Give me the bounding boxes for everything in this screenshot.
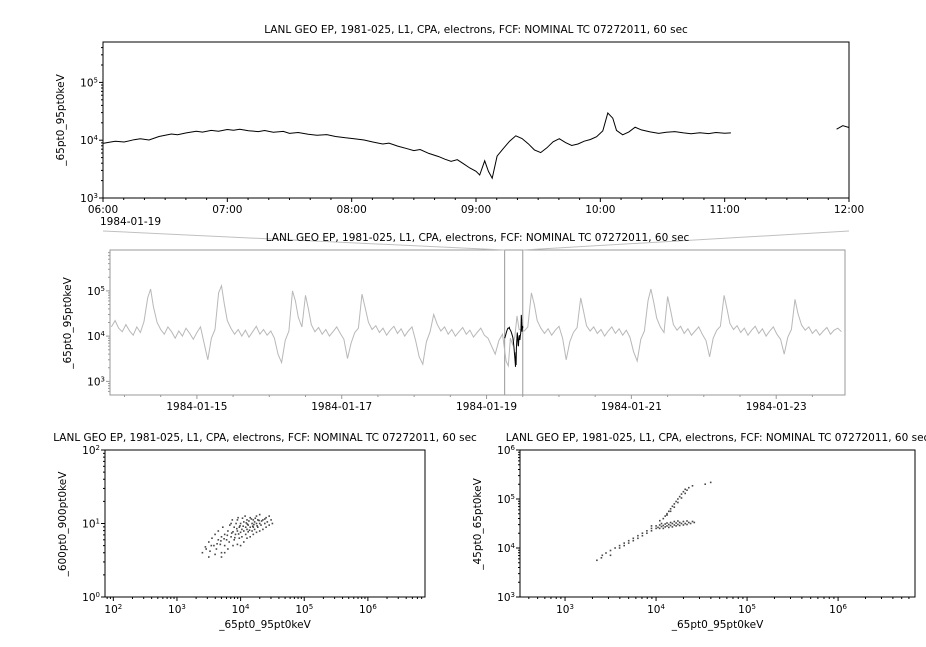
svg-text:105: 105 xyxy=(738,603,756,616)
svg-text:102: 102 xyxy=(104,603,122,616)
svg-text:106: 106 xyxy=(829,603,847,616)
svg-text:12:00: 12:00 xyxy=(834,204,864,216)
svg-text:07:00: 07:00 xyxy=(212,204,242,216)
svg-text:105: 105 xyxy=(87,285,105,298)
svg-text:103: 103 xyxy=(556,603,574,616)
panel4-title: LANL GEO EP, 1981-025, L1, CPA, electron… xyxy=(505,432,926,444)
svg-text:104: 104 xyxy=(232,603,250,616)
svg-text:100: 100 xyxy=(82,591,100,604)
svg-text:103: 103 xyxy=(168,603,186,616)
zoom-connector-left xyxy=(102,230,505,251)
svg-text:10:00: 10:00 xyxy=(585,204,615,216)
svg-text:104: 104 xyxy=(87,330,105,343)
svg-text:09:00: 09:00 xyxy=(461,204,491,216)
panel1-y-axis-label: _65pt0_95pt0keV xyxy=(55,74,67,166)
svg-text:104: 104 xyxy=(647,603,665,616)
svg-text:105: 105 xyxy=(497,493,515,506)
svg-text:105: 105 xyxy=(295,603,313,616)
panel3-title: LANL GEO EP, 1981-025, L1, CPA, electron… xyxy=(53,432,477,444)
svg-text:104: 104 xyxy=(80,134,98,147)
svg-text:103: 103 xyxy=(497,591,515,604)
svg-text:102: 102 xyxy=(82,444,100,457)
zoom-connector-right xyxy=(522,230,850,251)
svg-text:1984-01-19: 1984-01-19 xyxy=(456,401,517,413)
svg-text:1984-01-15: 1984-01-15 xyxy=(166,401,227,413)
svg-text:1984-01-21: 1984-01-21 xyxy=(601,401,662,413)
panel2-y-axis-label: _65pt0_95pt0keV xyxy=(62,276,74,369)
svg-text:106: 106 xyxy=(497,444,515,457)
svg-text:1984-01-23: 1984-01-23 xyxy=(746,401,807,413)
svg-text:1984-01-17: 1984-01-17 xyxy=(311,401,372,413)
panel4-x-axis-label: _65pt0_95pt0keV xyxy=(671,619,764,631)
panel-flux-timeseries-overview[interactable]: 103 104 105 1984-01-15 1984-01-17 1984-01-19 1… xyxy=(87,249,846,413)
panel1-title: LANL GEO EP, 1981-025, L1, CPA, electron… xyxy=(264,24,688,36)
svg-text:104: 104 xyxy=(497,542,515,555)
panel2-title: LANL GEO EP, 1981-025, L1, CPA, electron… xyxy=(265,232,690,244)
flux-65-95keV xyxy=(836,125,850,130)
zoom-range-box[interactable] xyxy=(504,249,524,396)
panel3-y-axis-label: _600pt0_900pt0keV xyxy=(57,471,69,576)
svg-text:11:00: 11:00 xyxy=(710,204,740,216)
svg-text:06:00: 06:00 xyxy=(88,204,118,216)
panel1-x-axis-date: 1984-01-19 xyxy=(100,216,162,228)
flux-65-95keV xyxy=(102,112,731,180)
svg-text:106: 106 xyxy=(359,603,377,616)
svg-text:105: 105 xyxy=(80,76,98,89)
panel4-y-axis-label: _45pt0_65pt0keV xyxy=(472,477,484,570)
zoom-region-highlight xyxy=(504,314,524,367)
svg-text:08:00: 08:00 xyxy=(337,204,367,216)
svg-text:101: 101 xyxy=(82,518,100,531)
overview-flux xyxy=(110,283,842,368)
panel-scatter-45-65keV-vs-65-95keV[interactable]: 103 104 105 106 103 104 105 106 xyxy=(497,444,916,616)
panel-scatter-600-900keV-vs-65-95keV[interactable]: 100 101 102 102 103 104 105 106 xyxy=(82,444,426,616)
svg-text:103: 103 xyxy=(87,375,105,388)
panel3-x-axis-label: _65pt0_95pt0keV xyxy=(219,619,311,631)
